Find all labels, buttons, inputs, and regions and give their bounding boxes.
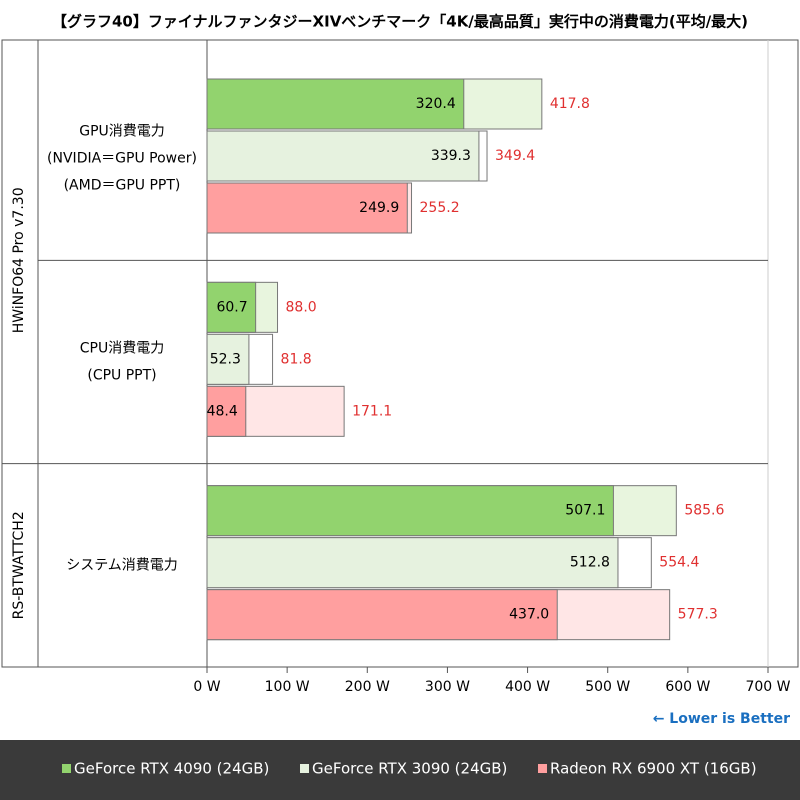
max-value-label: 554.4 (659, 555, 699, 571)
bar (206, 589, 558, 641)
legend-label: GeForce RTX 4090 (24GB) (74, 760, 269, 778)
category-label: システム消費電力 (66, 557, 178, 573)
value-label: 437.0 (509, 607, 549, 623)
value-label: 52.3 (210, 351, 241, 367)
bar (206, 537, 619, 589)
x-tick-label: 100 W (265, 679, 310, 695)
bar (206, 130, 480, 182)
bar (206, 182, 408, 234)
legend-swatch (300, 764, 309, 773)
x-tick-label: 700 W (745, 679, 790, 695)
category-label: CPU消費電力 (80, 341, 164, 357)
max-value-label: 577.3 (678, 607, 718, 623)
value-label: 320.4 (416, 96, 456, 112)
legend-swatch (62, 764, 71, 773)
bar (206, 78, 465, 130)
max-value-label: 171.1 (352, 403, 392, 419)
value-label: 249.9 (359, 200, 399, 216)
x-tick-label: 0 W (193, 679, 220, 695)
legend-label: GeForce RTX 3090 (24GB) (312, 760, 507, 778)
source-label: HWiNFO64 Pro v7.30 (11, 187, 27, 333)
x-tick-label: 300 W (425, 679, 470, 695)
source-label: RS-BTWATTCH2 (11, 511, 27, 619)
bar (206, 385, 247, 437)
x-tick-label: 600 W (665, 679, 710, 695)
bar (206, 333, 250, 385)
max-value-label: 81.8 (281, 351, 312, 367)
bar (206, 485, 614, 537)
legend-swatch (538, 764, 547, 773)
bar (206, 281, 257, 333)
value-label: 507.1 (565, 503, 605, 519)
x-tick-label: 200 W (345, 679, 390, 695)
annotation: ← Lower is Better (653, 711, 790, 727)
x-tick-label: 500 W (585, 679, 630, 695)
category-label: (CPU PPT) (87, 368, 156, 384)
value-label: 339.3 (431, 148, 471, 164)
category-label: (AMD＝GPU PPT) (64, 178, 181, 194)
x-tick-label: 400 W (505, 679, 550, 695)
max-value-label: 88.0 (286, 299, 317, 315)
max-value-label: 349.4 (495, 148, 535, 164)
max-value-label: 585.6 (684, 503, 724, 519)
category-label: GPU消費電力 (79, 124, 165, 140)
value-label: 512.8 (570, 555, 610, 571)
value-label: 48.4 (207, 403, 238, 419)
legend-band (0, 740, 800, 800)
value-label: 60.7 (216, 299, 247, 315)
category-label: (NVIDIA＝GPU Power) (47, 151, 197, 167)
max-value-label: 255.2 (420, 200, 460, 216)
chart-title: 【グラフ40】ファイナルファンタジーXIVベンチマーク「4K/最高品質」実行中の… (52, 13, 748, 31)
frame (1, 39, 799, 668)
legend-label: Radeon RX 6900 XT (16GB) (550, 760, 757, 778)
max-value-label: 417.8 (550, 96, 590, 112)
